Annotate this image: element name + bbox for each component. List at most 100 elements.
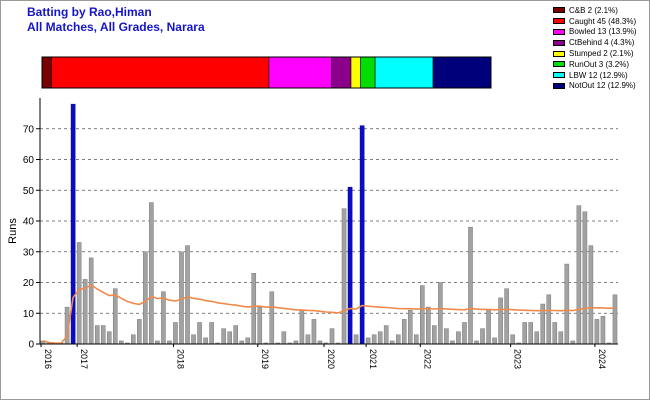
runs-bar [456, 331, 461, 345]
runs-bar [76, 242, 82, 345]
runs-bar [426, 306, 431, 345]
runs-bar [233, 325, 238, 345]
runs-bar [173, 322, 178, 345]
y-tick-label: 10 [23, 309, 35, 320]
legend-item: NotOut 12 (12.9%) [553, 81, 637, 92]
runs-bar [245, 337, 251, 345]
runs-bar [359, 125, 365, 345]
runs-bar [504, 288, 509, 345]
runs-bar [305, 334, 311, 345]
runs-bar [185, 245, 190, 345]
runs-bar [401, 319, 407, 345]
runs-bar [347, 186, 353, 345]
chart-subtitle: All Matches, All Grades, Narara [27, 20, 205, 34]
legend-item: LBW 12 (12.9%) [553, 70, 637, 81]
legend-swatch [553, 28, 565, 35]
runs-bar [576, 205, 582, 345]
legend-swatch [553, 7, 565, 14]
runs-bar [371, 334, 377, 345]
legend-swatch [553, 18, 565, 25]
x-tick-label: 2021 [368, 349, 378, 369]
runs-bar [546, 294, 552, 345]
legend-swatch [553, 39, 565, 46]
x-tick-label: 2017 [79, 349, 89, 369]
dismissal-segment [268, 56, 332, 89]
runs-bar [257, 306, 263, 345]
legend-label: NotOut 12 (12.9%) [569, 81, 636, 91]
runs-bar [269, 291, 275, 345]
legend: C&B 2 (2.1%) Caught 45 (48.3%) Bowled 13… [553, 5, 637, 91]
runs-bar [281, 331, 287, 345]
runs-bar [582, 211, 588, 345]
runs-bar [510, 334, 515, 345]
runs-bar [100, 325, 106, 345]
dismissal-segment [374, 56, 434, 89]
legend-label: LBW 12 (12.9%) [569, 70, 628, 80]
x-tick-label: 2016 [43, 349, 53, 369]
runs-bar [612, 294, 618, 345]
legend-item: C&B 2 (2.1%) [553, 5, 637, 16]
runs-bar [414, 334, 419, 345]
legend-label: CtBehind 4 (4.3%) [569, 38, 635, 48]
y-tick-label: 0 [28, 340, 34, 351]
runs-bar [311, 319, 317, 345]
y-tick-label: 20 [23, 278, 35, 289]
runs-bar [203, 337, 208, 345]
average-line [42, 283, 616, 345]
dismissal-segment [51, 56, 270, 89]
runs-bar [221, 328, 226, 345]
runs-bar [88, 257, 94, 345]
runs-bar [299, 309, 305, 345]
runs-bar [383, 325, 389, 345]
runs-bar [444, 328, 449, 345]
dismissal-segment [331, 56, 352, 89]
legend-item: Stumped 2 (2.1%) [553, 48, 637, 59]
runs-bar [227, 331, 232, 345]
legend-item: Bowled 13 (13.9%) [553, 27, 637, 38]
runs-bar [341, 208, 347, 345]
runs-bar [432, 325, 437, 345]
x-tick-label: 2022 [422, 349, 432, 369]
legend-swatch [553, 61, 565, 68]
runs-bar [197, 322, 202, 345]
runs-bar [191, 334, 196, 345]
runs-bar [420, 285, 425, 345]
runs-bar [112, 288, 118, 345]
y-tick-label: 40 [23, 217, 35, 228]
runs-bar [468, 226, 473, 345]
runs-bar [209, 322, 214, 345]
legend-label: Stumped 2 (2.1%) [569, 49, 634, 59]
x-tick-label: 2020 [326, 349, 336, 369]
dismissal-segment [432, 56, 492, 89]
runs-bar [600, 316, 606, 345]
runs-bar [522, 322, 527, 345]
legend-item: Caught 45 (48.3%) [553, 16, 637, 27]
runs-bar [486, 309, 491, 345]
runs-bar [528, 322, 533, 345]
dismissal-segment [360, 56, 376, 89]
y-axis-label: Runs [7, 218, 19, 244]
runs-bar [594, 319, 600, 345]
legend-swatch [553, 72, 565, 79]
runs-bar [94, 325, 100, 345]
runs-bar [137, 319, 142, 345]
legend-swatch [553, 50, 565, 57]
runs-bar [251, 273, 257, 345]
runs-bar [353, 334, 359, 345]
x-tick-label: 2024 [597, 349, 607, 369]
runs-bar [395, 334, 401, 345]
legend-item: RunOut 3 (3.2%) [553, 59, 637, 70]
legend-label: C&B 2 (2.1%) [569, 5, 618, 15]
runs-bar [149, 202, 154, 345]
runs-bar [143, 251, 148, 345]
x-tick-label: 2023 [513, 349, 523, 369]
runs-bar [407, 309, 413, 345]
y-tick-label: 70 [23, 124, 35, 135]
runs-bar [480, 328, 485, 345]
runs-bar [552, 322, 558, 345]
runs-bar [131, 334, 136, 345]
runs-bar [377, 331, 383, 345]
y-tick-label: 50 [23, 186, 35, 197]
y-tick-label: 60 [23, 155, 35, 166]
